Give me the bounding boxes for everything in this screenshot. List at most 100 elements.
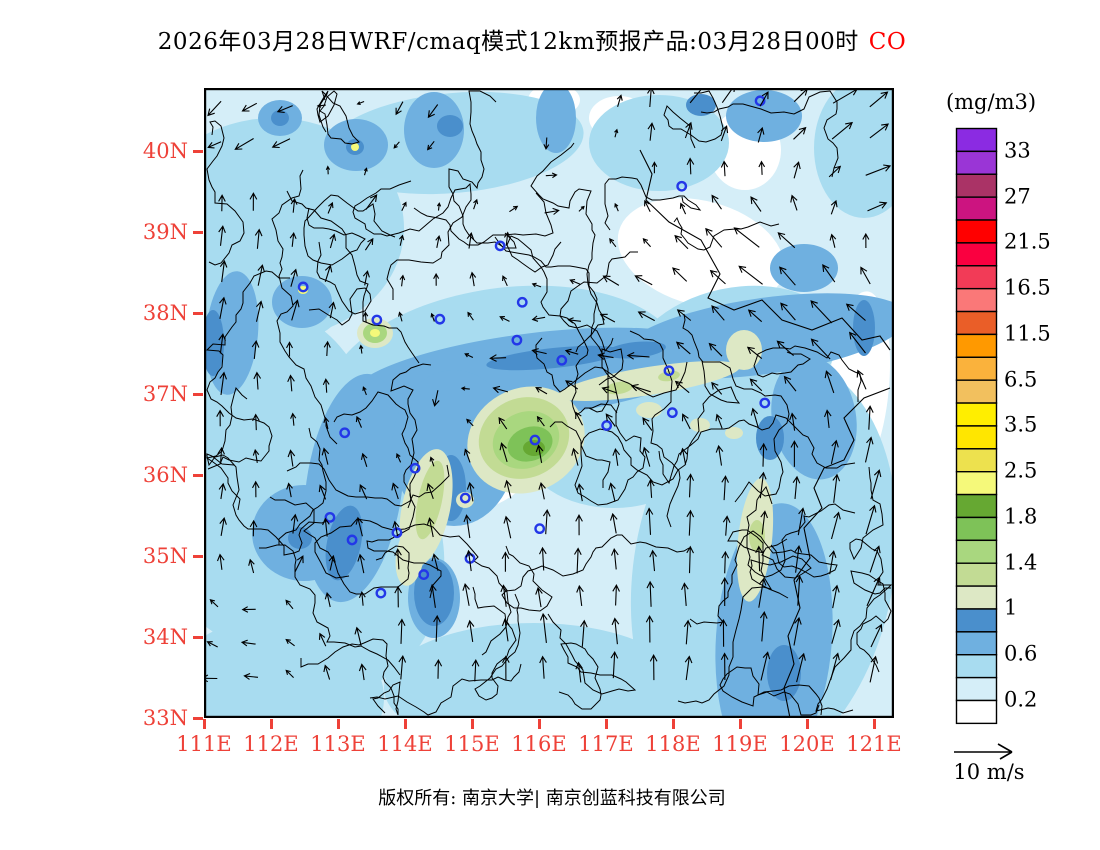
wind-vector: [286, 341, 293, 357]
wind-vector: [401, 201, 407, 211]
wind-vector: [777, 232, 796, 249]
city-marker: [324, 511, 336, 523]
lon-tick-label: 111E: [176, 732, 232, 756]
lon-tick-label: 117E: [578, 732, 634, 756]
wind-vector: [864, 436, 874, 463]
wind-vector: [218, 194, 226, 212]
wind-vector: [679, 202, 687, 215]
colorbar-cell: [955, 493, 998, 519]
wind-vector: [218, 333, 226, 354]
wind-vector: [709, 269, 726, 285]
boundary-line: [746, 485, 856, 578]
wind-vector: [463, 448, 471, 463]
city-marker: [297, 281, 309, 293]
boundary-line: [677, 529, 773, 704]
city-marker: [339, 427, 351, 439]
wind-vector: [535, 387, 548, 395]
wind-vector: [832, 473, 841, 503]
wind-vector: [289, 231, 297, 247]
wind-vector: [503, 515, 512, 539]
wind-vector: [575, 514, 583, 536]
wind-vector: [686, 157, 695, 175]
wind-vector: [649, 549, 657, 572]
city-marker: [516, 296, 528, 308]
boundary-line: [206, 120, 245, 266]
colorbar-cell: [955, 310, 998, 336]
wind-vector: [609, 512, 618, 534]
colorbar-tick-label: 27: [1004, 184, 1031, 209]
boundary-line: [535, 337, 688, 398]
colorbar-cell: [955, 631, 998, 656]
lon-tick: [471, 719, 474, 729]
wind-vector: [609, 237, 617, 248]
concentration-blob: [636, 402, 662, 418]
concentration-blob: [756, 416, 784, 460]
wind-vector: [822, 264, 836, 283]
city-marker: [754, 95, 766, 107]
wind-reference-label: 10 m/s: [953, 760, 1025, 784]
wind-vector: [601, 386, 617, 394]
wind-vector: [747, 309, 763, 323]
wind-vector: [436, 202, 442, 211]
wind-vector: [209, 599, 219, 608]
wind-vector: [243, 672, 259, 680]
colorbar-cell: [955, 402, 998, 427]
wind-vector: [324, 591, 332, 608]
wind-vector: [646, 580, 655, 607]
wind-vector: [831, 618, 841, 644]
wind-vector: [323, 416, 330, 430]
lon-tick: [605, 719, 608, 729]
boundary-line: [604, 176, 702, 231]
wind-vector: [536, 415, 545, 427]
wind-vector: [290, 197, 298, 213]
wind-vector: [240, 639, 256, 647]
wind-vector: [870, 469, 882, 500]
wind-vector: [869, 91, 889, 108]
wind-vector: [399, 274, 406, 287]
lat-tick: [193, 717, 203, 720]
wind-vector: [574, 547, 582, 574]
wind-vector: [287, 449, 296, 467]
wind-vector: [750, 407, 759, 429]
lon-tick-label: 120E: [779, 732, 835, 756]
wind-vector: [322, 378, 330, 393]
city-marker: [494, 240, 506, 252]
wind-vector: [290, 412, 297, 426]
wind-vector: [705, 227, 723, 248]
lat-tick-label: 38N: [142, 301, 188, 325]
wind-vector: [219, 371, 228, 395]
lat-tick: [193, 555, 203, 558]
concentration-blob: [770, 244, 838, 292]
lat-tick: [193, 393, 203, 396]
wind-vector: [860, 266, 871, 285]
colorbar-tick-label: 0.6: [1004, 641, 1038, 666]
wind-vector: [544, 207, 560, 215]
co-forecast-map: [204, 88, 894, 718]
city-marker: [676, 180, 688, 192]
wind-vector: [357, 553, 365, 574]
wind-vector: [575, 661, 583, 683]
wind-vector: [427, 104, 439, 119]
boundary-line: [448, 90, 517, 249]
wind-vector: [241, 606, 256, 613]
wind-vector: [828, 165, 842, 178]
concentration-blob: [370, 329, 380, 337]
colorbar-cell: [955, 516, 998, 542]
lat-tick-label: 35N: [142, 544, 188, 568]
lon-tick-label: 119E: [712, 732, 768, 756]
wind-vector: [363, 311, 369, 323]
wind-vector: [328, 301, 337, 319]
lon-tick: [404, 719, 407, 729]
wind-vector: [535, 444, 544, 463]
wind-vector: [689, 88, 708, 104]
lon-tick-label: 112E: [243, 732, 299, 756]
boundary-line: [333, 391, 419, 509]
wind-vector: [328, 554, 336, 571]
wind-vector: [823, 409, 832, 428]
wind-vector: [393, 141, 400, 149]
wind-vector: [580, 619, 588, 647]
wind-vector: [316, 103, 326, 108]
colorbar-cell: [955, 287, 998, 313]
wind-vector: [219, 259, 228, 283]
colorbar-cell: [955, 265, 998, 290]
